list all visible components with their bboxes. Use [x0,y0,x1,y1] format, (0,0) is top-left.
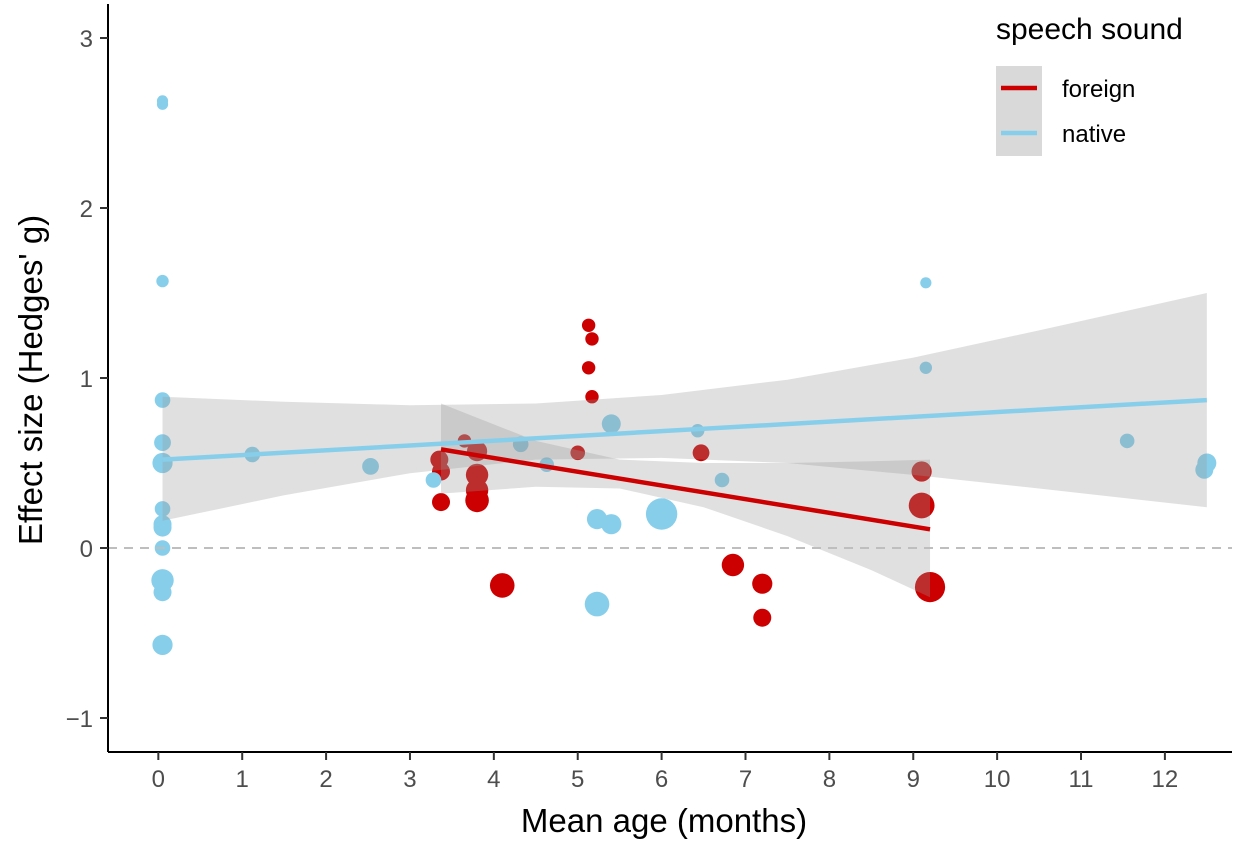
data-point-native [154,392,171,408]
data-point-native [154,434,171,451]
y-axis-title: Effect size (Hedges' g) [12,215,49,545]
x-tick-label: 11 [1069,766,1094,793]
y-tick-label: 0 [80,536,93,563]
data-point-foreign [908,492,935,519]
x-tick-label: 8 [823,766,836,793]
x-tick-label: 2 [319,766,332,793]
data-point-foreign [585,390,599,404]
legend-title: speech sound [996,13,1183,46]
x-axis-ticks: 0 1 2 3 4 5 6 7 8 9 10 11 12 [152,752,1179,793]
data-point-native [645,498,678,530]
data-point-native [152,634,173,656]
data-point-native [362,458,379,475]
confidence-bands [162,293,1207,598]
ci-band-foreign [441,403,931,598]
trend-line-native [162,397,1207,462]
y-axis-ticks: −1 0 1 2 3 [66,26,108,733]
data-point-foreign [465,463,489,487]
data-point-foreign [570,445,586,461]
x-tick-label: 3 [403,766,416,793]
data-point-foreign [911,461,932,482]
x-tick-label: 12 [1152,766,1179,793]
data-point-native [601,414,621,434]
x-tick-label: 4 [487,766,500,793]
legend-label-native: native [1062,121,1126,148]
data-point-foreign [581,361,596,375]
x-tick-label: 9 [907,766,920,793]
data-points [151,95,1217,656]
data-point-native [584,591,610,617]
legend-label-foreign: foreign [1062,76,1135,103]
data-point-foreign [465,488,489,513]
trend-lines [162,397,1207,532]
data-point-native [1119,433,1135,449]
data-point-native [156,274,169,288]
data-point-native [153,518,172,537]
y-tick-label: 2 [80,196,93,223]
x-tick-label: 10 [984,766,1011,793]
trend-line-foreign [440,447,931,532]
data-point-native [153,583,172,602]
data-point-native [601,514,622,535]
ci-band-native [162,293,1207,521]
data-point-native [154,501,171,517]
legend-keys: foreign native [996,66,1135,156]
x-tick-label: 6 [655,766,668,793]
data-point-foreign [914,572,946,603]
data-point-native [919,361,933,374]
data-point-native [425,472,442,488]
data-point-foreign [489,573,515,598]
data-point-foreign [692,444,710,462]
y-tick-label: 3 [80,26,93,53]
x-tick-label: 1 [236,766,249,793]
data-point-native [714,472,730,488]
data-point-native [1195,460,1214,479]
data-point-foreign [753,608,772,627]
data-point-foreign [432,493,451,512]
data-point-native [156,98,169,110]
x-axis-title: Mean age (months) [521,802,807,839]
x-tick-label: 5 [571,766,584,793]
data-point-foreign [585,332,599,346]
data-point-foreign [752,573,773,594]
data-point-foreign [581,318,596,332]
x-tick-label: 0 [152,766,165,793]
data-point-native [920,277,932,289]
y-tick-label: −1 [66,706,93,733]
data-point-foreign [721,553,745,577]
legend: speech sound foreign native [996,13,1183,156]
y-tick-label: 1 [80,366,93,393]
x-tick-label: 7 [739,766,752,793]
